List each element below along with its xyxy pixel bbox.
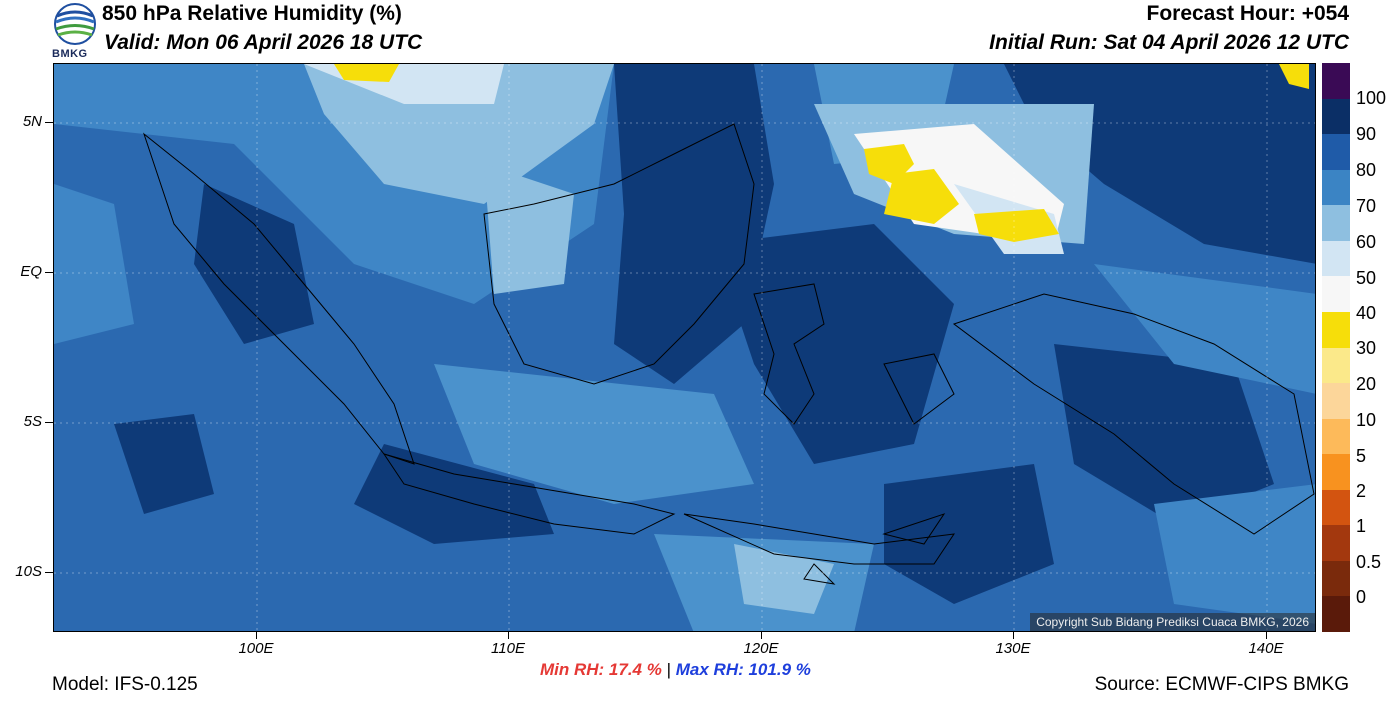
valid-time: Valid: Mon 06 April 2026 18 UTC — [104, 31, 423, 54]
colorbar-label: 80 — [1356, 160, 1377, 180]
colorbar-segment — [1322, 98, 1350, 135]
bmkg-logo — [52, 2, 98, 60]
lat-label-5n: 5N — [22, 113, 42, 130]
separator: | — [666, 660, 672, 679]
colorbar-label: 30 — [1356, 338, 1377, 358]
lon-label-130e: 130E — [995, 640, 1031, 657]
colorbar-label: 2 — [1356, 481, 1367, 501]
colorbar-segment — [1322, 418, 1350, 455]
colorbar-label: 1 — [1356, 516, 1367, 536]
max-rh: Max RH: 101.9 % — [675, 660, 811, 679]
colorbar-label: 40 — [1356, 303, 1377, 323]
source-info: Source: ECMWF-CIPS BMKG — [1094, 674, 1349, 695]
colorbar-label: 90 — [1356, 124, 1377, 144]
colorbar-label: 60 — [1356, 232, 1377, 252]
lon-label-110e: 110E — [491, 640, 525, 657]
colorbar-label: 20 — [1356, 374, 1377, 394]
lon-tick — [508, 632, 509, 639]
lon-tick — [1266, 632, 1267, 639]
chart-title: 850 hPa Relative Humidity (%) — [102, 2, 402, 25]
lat-tick — [45, 572, 53, 573]
lon-tick — [256, 632, 257, 639]
colorbar-label: 50 — [1356, 268, 1377, 288]
colorbar-segment — [1322, 347, 1350, 384]
humidity-field — [54, 64, 1315, 631]
colorbar-segment — [1322, 383, 1350, 419]
colorbar-segment — [1322, 240, 1350, 277]
colorbar — [1322, 63, 1350, 632]
forecast-hour: Forecast Hour: +054 — [1146, 2, 1350, 25]
colorbar-segment — [1322, 134, 1350, 170]
initial-run: Initial Run: Sat 04 April 2026 12 UTC — [989, 31, 1349, 54]
lat-label-10s: 10S — [15, 563, 42, 580]
lat-label-eq: EQ — [20, 263, 42, 280]
colorbar-label: 0 — [1356, 587, 1367, 607]
lat-tick — [45, 122, 53, 123]
min-max-summary: Min RH: 17.4 % | Max RH: 101.9 % — [540, 660, 811, 680]
colorbar-label: 0.5 — [1356, 552, 1382, 572]
logo-text: BMKG — [52, 48, 88, 60]
colorbar-label: 10 — [1356, 410, 1377, 430]
colorbar-segment — [1322, 596, 1350, 632]
colorbar-segment — [1322, 169, 1350, 206]
colorbar-segment — [1322, 560, 1350, 597]
colorbar-segment — [1322, 205, 1350, 241]
colorbar-segment — [1322, 525, 1350, 561]
colorbar-segment — [1322, 489, 1350, 526]
min-rh: Min RH: 17.4 % — [540, 660, 662, 679]
colorbar-label: 70 — [1356, 196, 1377, 216]
colorbar-segment — [1322, 63, 1350, 99]
colorbar-segment — [1322, 276, 1350, 312]
colorbar-segment — [1322, 454, 1350, 490]
lon-tick — [1013, 632, 1014, 639]
lon-label-120e: 120E — [743, 640, 779, 657]
lon-tick — [761, 632, 762, 639]
copyright-note: Copyright Sub Bidang Prediksi Cuaca BMKG… — [1030, 613, 1315, 631]
lon-label-140e: 140E — [1248, 640, 1284, 657]
lon-label-100e: 100E — [238, 640, 274, 657]
lat-tick — [45, 272, 53, 273]
colorbar-segment — [1322, 311, 1350, 348]
colorbar-label: 5 — [1356, 446, 1367, 466]
humidity-map: Copyright Sub Bidang Prediksi Cuaca BMKG… — [53, 63, 1316, 632]
colorbar-label: 100 — [1356, 88, 1387, 108]
lat-tick — [45, 422, 53, 423]
lat-label-5s: 5S — [23, 413, 42, 430]
model-info: Model: IFS-0.125 — [52, 674, 198, 695]
